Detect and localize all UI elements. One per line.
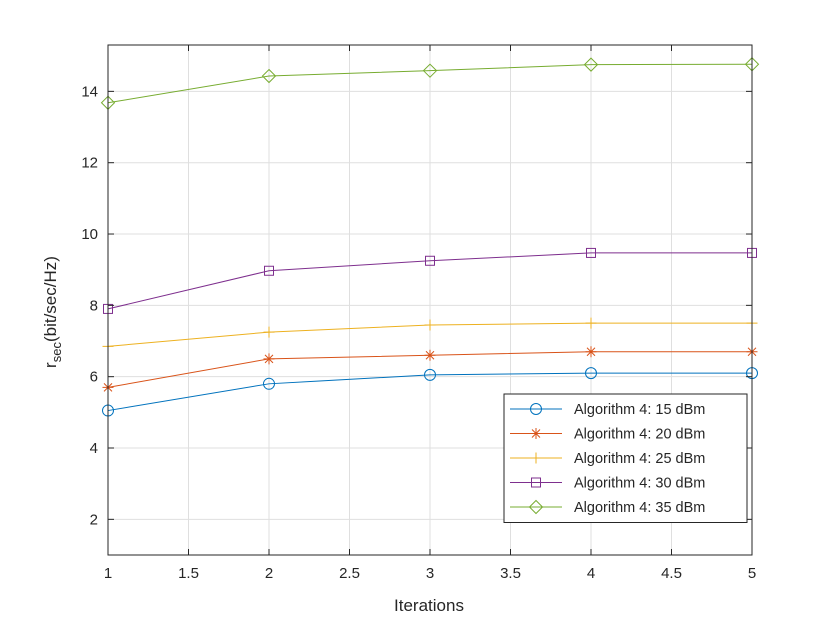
series-3-point-3 [586, 247, 596, 258]
series-4-point-1 [261, 68, 277, 84]
series-line-4 [107, 63, 753, 104]
x-tick-label-8: 5 [748, 565, 756, 582]
x-tick-label-0: 1 [104, 565, 112, 582]
legend-label-3: Algorithm 4: 30 dBm [574, 476, 705, 492]
legend: Algorithm 4: 15 dBm Algorithm 4: 20 dBm Al… [503, 393, 748, 523]
legend-item-0: Algorithm 4: 15 dBm [510, 402, 705, 418]
legend-marker-3 [531, 477, 541, 488]
series-2-point-3 [585, 317, 597, 329]
y-tick-label-4: 10 [81, 226, 98, 243]
y-axis-label-unit: (bit/sec/Hz) [41, 256, 60, 342]
y-axis-label-main: r [41, 362, 60, 368]
y-axis-label-subscript: sec [49, 342, 64, 363]
legend-marker-0 [530, 403, 542, 415]
legend-label-0: Algorithm 4: 15 dBm [574, 402, 705, 418]
x-axis-label: Iterations [394, 596, 464, 615]
x-tick-label-1: 1.5 [178, 565, 199, 582]
x-tick-label-5: 3.5 [500, 565, 521, 582]
series-line-3 [107, 252, 752, 310]
series-2-point-2 [424, 319, 436, 331]
series-2-point-1 [263, 326, 275, 338]
x-tick-label-2: 2 [265, 565, 273, 582]
x-tick-label-6: 4 [587, 565, 595, 582]
series-1-point-1 [263, 353, 275, 365]
legend-marker-4 [528, 499, 544, 515]
series-line-0 [107, 372, 752, 412]
series-0-point-3 [585, 367, 597, 380]
series-3-point-2 [425, 255, 435, 266]
series-4-point-3 [583, 57, 599, 72]
legend-label-2: Algorithm 4: 25 dBm [574, 451, 705, 467]
series-4 [100, 57, 760, 110]
series-4-point-2 [422, 63, 438, 78]
y-tick-label-1: 4 [90, 440, 98, 457]
x-tick-label-3: 2.5 [339, 565, 360, 582]
y-tick-label-5: 12 [81, 155, 98, 172]
y-tick-label-3: 8 [90, 297, 98, 314]
y-axis-label: rsec(bit/sec/Hz) [41, 256, 64, 368]
series-0-point-2 [424, 368, 436, 381]
grid [107, 45, 753, 555]
ticks: 1 1.5 2 2.5 3 3.5 4 4.5 5 2 4 6 8 10 12 14 [81, 45, 756, 582]
legend-item-2: Algorithm 4: 25 dBm [510, 451, 705, 467]
series-3-point-1 [264, 265, 274, 276]
legend-item-4: Algorithm 4: 35 dBm [510, 499, 705, 516]
series-layer [100, 57, 760, 417]
legend-item-1: Algorithm 4: 20 dBm [510, 427, 705, 443]
y-tick-label-6: 14 [81, 83, 98, 100]
series-0-point-1 [263, 377, 275, 390]
legend-marker-1 [530, 428, 542, 439]
series-1-point-2 [424, 349, 436, 361]
legend-label-4: Algorithm 4: 35 dBm [574, 500, 705, 516]
legend-item-3: Algorithm 4: 30 dBm [510, 476, 705, 492]
series-1-point-3 [585, 346, 597, 358]
legend-marker-2 [530, 452, 542, 464]
x-tick-label-4: 3 [426, 565, 434, 582]
y-tick-label-0: 2 [90, 511, 98, 528]
y-tick-label-2: 6 [90, 369, 98, 386]
x-tick-label-7: 4.5 [661, 565, 682, 582]
legend-label-1: Algorithm 4: 20 dBm [574, 427, 705, 443]
